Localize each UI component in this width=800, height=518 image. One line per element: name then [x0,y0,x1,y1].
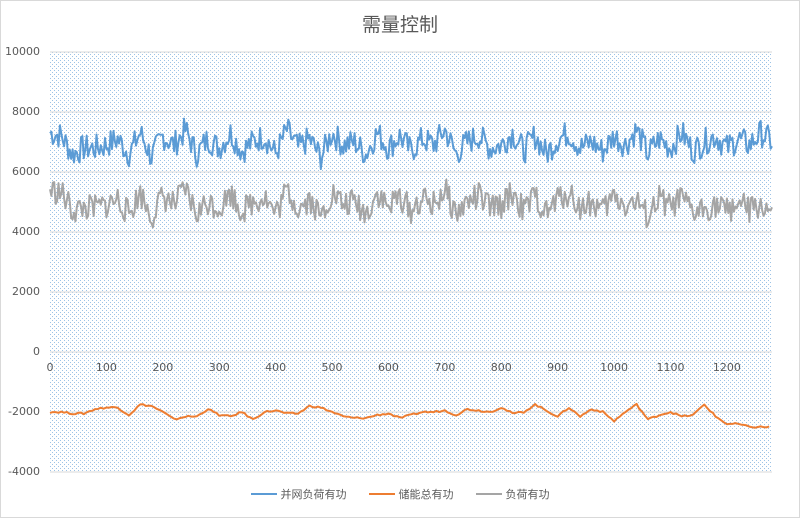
y-tick-label: 8000 [12,105,40,118]
x-tick-label: 800 [490,361,512,374]
series-line [49,178,773,229]
legend-item-load[interactable]: 负荷有功 [475,486,550,502]
x-tick-label: 0 [46,361,54,374]
legend-swatch-gray [475,493,502,495]
y-tick-label: 6000 [12,165,40,178]
plot-background [50,52,772,472]
series-lines [49,117,773,429]
x-tick-label: 1200 [712,361,741,374]
x-tick-label: 500 [321,361,343,374]
x-tick-label: 400 [265,361,287,374]
x-tick-label: 900 [547,361,569,374]
legend-item-grid-load[interactable]: 并网负荷有功 [250,486,347,502]
x-tick-label: 100 [95,361,117,374]
x-tick-label: 300 [208,361,230,374]
y-tick-label: 0 [33,345,40,358]
x-tick-label: 600 [377,361,399,374]
y-tick-label: 2000 [12,285,40,298]
legend-label: 储能总有功 [398,488,454,501]
legend-label: 负荷有功 [505,488,550,501]
legend-item-storage[interactable]: 储能总有功 [368,486,454,502]
y-tick-label: 10000 [5,45,40,58]
y-tick-label: -4000 [8,465,40,478]
series-line [49,117,773,171]
legend: 并网负荷有功 储能总有功 负荷有功 [0,486,800,502]
x-tick-label: 1000 [600,361,629,374]
legend-label: 并网负荷有功 [280,488,347,501]
y-tick-label: -2000 [8,405,40,418]
gridlines [50,51,772,473]
series-line [49,402,770,429]
x-tick-label: 200 [152,361,174,374]
legend-swatch-orange [368,493,395,495]
chart-title: 需量控制 [361,14,438,36]
x-tick-label: 1100 [656,361,685,374]
y-tick-label: 4000 [12,225,40,238]
legend-swatch-blue [250,493,277,495]
x-tick-label: 700 [434,361,456,374]
